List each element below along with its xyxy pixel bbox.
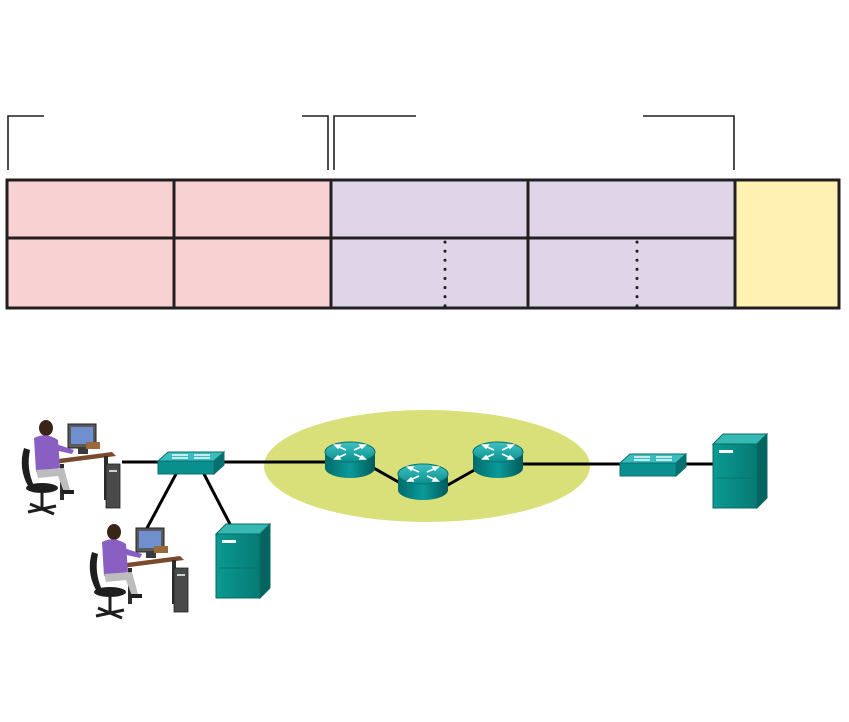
workstation-user-icon — [20, 418, 122, 516]
server-icon — [215, 523, 271, 599]
left-bracket — [7, 115, 329, 170]
link-router1-router2 — [369, 464, 403, 486]
link-switch-pc2 — [144, 473, 178, 531]
link-switch-server — [202, 473, 234, 529]
switch-icon — [619, 453, 687, 477]
network-topology — [20, 410, 768, 620]
router-icon — [324, 441, 376, 479]
left-cell-top-2 — [172, 178, 333, 240]
link-router2-router3 — [445, 466, 479, 488]
right-cell — [733, 178, 841, 310]
left-cell-bottom-2 — [172, 236, 333, 310]
router-icon — [397, 463, 449, 501]
middle-cell-bottom-1 — [329, 236, 530, 310]
frame-table — [5, 178, 841, 310]
middle-cell-top-1 — [329, 178, 530, 240]
left-cell-bottom-1 — [5, 236, 176, 310]
middle-bracket — [333, 115, 735, 170]
left-cell-top-1 — [5, 178, 176, 240]
middle-cell-bottom-2 — [526, 236, 737, 310]
switch-icon — [157, 451, 225, 475]
server-icon — [712, 433, 768, 509]
router-icon — [472, 441, 524, 479]
workstation-user-icon — [88, 522, 190, 620]
header-brackets — [7, 115, 735, 170]
middle-cell-top-2 — [526, 178, 737, 240]
